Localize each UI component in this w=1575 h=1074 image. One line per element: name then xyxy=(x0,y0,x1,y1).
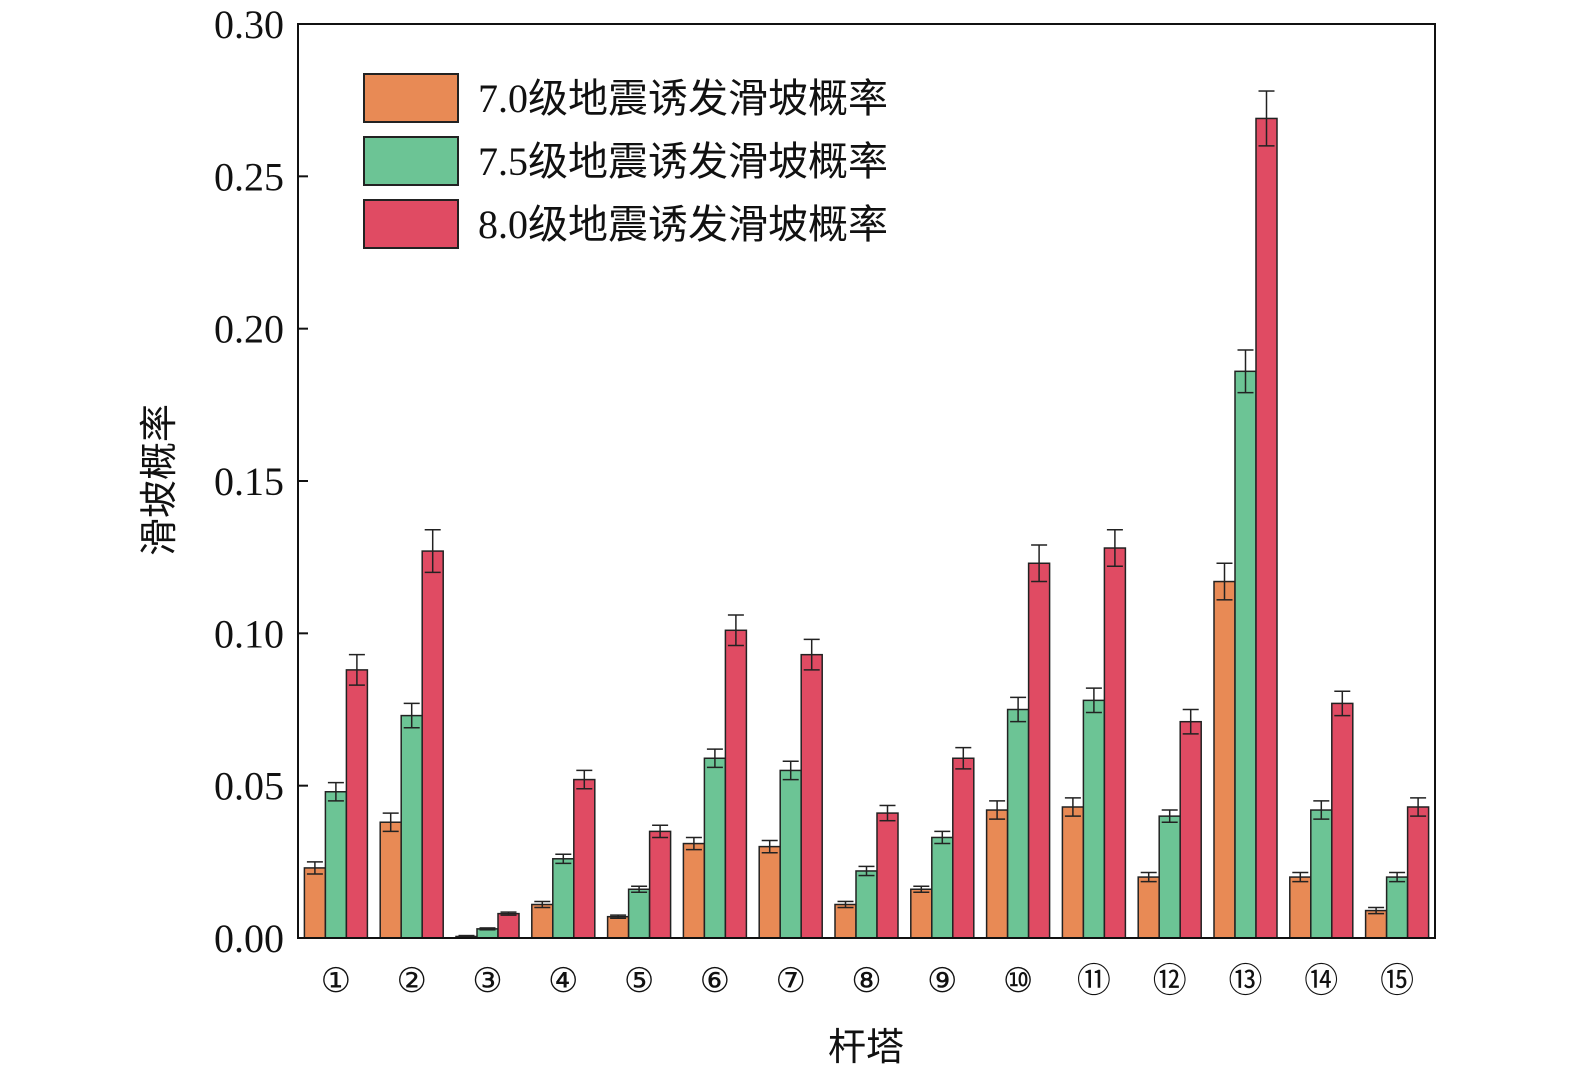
bar-s2-1 xyxy=(324,791,348,939)
legend: 7.0级地震诱发滑坡概率 7.5级地震诱发滑坡概率 8.0级地震诱发滑坡概率 xyxy=(363,73,888,249)
bar-s3-15 xyxy=(1406,806,1430,939)
bar-s2-7 xyxy=(779,769,802,939)
x-tick-label-2: ② xyxy=(396,963,426,1000)
bar-s1-1 xyxy=(303,867,327,939)
bar-s1-9 xyxy=(910,888,933,939)
x-tick-label-3: ③ xyxy=(472,963,502,1000)
legend-label-3: 8.0级地震诱发滑坡概率 xyxy=(478,202,888,247)
y-axis: 0.00 0.05 0.10 0.15 0.20 0.25 0.30 xyxy=(214,2,308,961)
error-bars-layer xyxy=(306,90,1427,939)
y-tick-label-0: 0.00 xyxy=(214,916,284,961)
bar-s3-3 xyxy=(497,912,520,939)
x-tick-label-5: ⑤ xyxy=(624,963,654,1000)
bar-s1-8 xyxy=(834,903,857,939)
bar-s1-14 xyxy=(1289,876,1312,939)
bar-s3-8 xyxy=(876,812,899,939)
x-tick-label-1: ① xyxy=(321,963,351,1000)
x-axis: ① ② ③ ④ ⑤ ⑥ ⑦ ⑧ ⑨ ⑩ ⑪ ⑫ ⑬ ⑭ ⑮ xyxy=(321,962,1414,1000)
bar-s2-11 xyxy=(1082,699,1106,939)
x-tick-label-12: ⑫ xyxy=(1153,962,1187,1000)
x-tick-label-10: ⑩ xyxy=(1003,963,1033,1000)
legend-label-1: 7.0级地震诱发滑坡概率 xyxy=(478,76,888,121)
bar-s2-6 xyxy=(703,757,727,939)
bar-s1-5 xyxy=(606,915,630,939)
bar-s2-12 xyxy=(1158,815,1181,939)
bar-s3-14 xyxy=(1331,702,1354,939)
bar-s3-2 xyxy=(421,550,444,939)
x-tick-label-14: ⑭ xyxy=(1304,962,1338,1000)
x-tick-label-11: ⑪ xyxy=(1077,962,1111,1000)
bar-s3-1 xyxy=(345,669,369,939)
bar-s2-9 xyxy=(931,836,954,939)
x-axis-title: 杆塔 xyxy=(828,1025,904,1069)
y-tick-label-2: 0.10 xyxy=(214,611,284,656)
bar-s3-10 xyxy=(1027,562,1051,939)
x-tick-label-15: ⑮ xyxy=(1380,962,1414,1000)
y-tick-label-4: 0.20 xyxy=(214,307,284,352)
bar-s3-11 xyxy=(1103,547,1127,939)
legend-swatch-1 xyxy=(363,73,459,123)
bar-s3-12 xyxy=(1179,720,1202,939)
bar-s2-4 xyxy=(552,858,575,939)
bar-s2-15 xyxy=(1385,876,1409,939)
x-tick-label-4: ④ xyxy=(548,963,578,1000)
bar-s1-2 xyxy=(379,821,402,939)
legend-label-2: 7.5级地震诱发滑坡概率 xyxy=(478,139,888,184)
y-tick-label-3: 0.15 xyxy=(214,459,284,504)
bar-s3-13 xyxy=(1255,117,1278,939)
bar-s3-7 xyxy=(800,653,823,939)
bar-s2-10 xyxy=(1006,708,1030,939)
bar-s3-5 xyxy=(648,830,672,939)
bar-s1-11 xyxy=(1061,806,1085,939)
bar-s1-10 xyxy=(985,809,1009,939)
bar-s1-12 xyxy=(1137,876,1160,939)
bar-s1-15 xyxy=(1364,909,1388,939)
y-tick-label-5: 0.25 xyxy=(214,154,284,199)
bar-s3-9 xyxy=(952,757,975,939)
legend-swatch-3 xyxy=(363,199,459,249)
x-tick-label-13: ⑬ xyxy=(1229,962,1263,1000)
legend-swatch-2 xyxy=(363,136,459,186)
bar-s1-13 xyxy=(1213,580,1236,939)
bar-s2-2 xyxy=(400,714,423,939)
y-tick-label-1: 0.05 xyxy=(214,764,284,809)
bar-s2-13 xyxy=(1234,370,1257,939)
bar-s2-14 xyxy=(1310,809,1333,939)
bar-s1-7 xyxy=(758,845,781,939)
bar-s3-4 xyxy=(573,778,596,939)
x-tick-label-8: ⑧ xyxy=(851,963,881,1000)
bar-s1-6 xyxy=(682,842,706,939)
x-tick-label-9: ⑨ xyxy=(927,963,957,1000)
x-tick-label-6: ⑥ xyxy=(700,963,730,1000)
bar-s1-4 xyxy=(531,903,554,939)
y-tick-label-6: 0.30 xyxy=(214,2,284,47)
bar-s2-8 xyxy=(855,870,878,939)
x-tick-label-7: ⑦ xyxy=(775,963,805,1000)
bar-s3-6 xyxy=(724,629,748,939)
y-axis-title: 滑坡概率 xyxy=(137,404,181,556)
bar-s2-5 xyxy=(627,888,651,939)
